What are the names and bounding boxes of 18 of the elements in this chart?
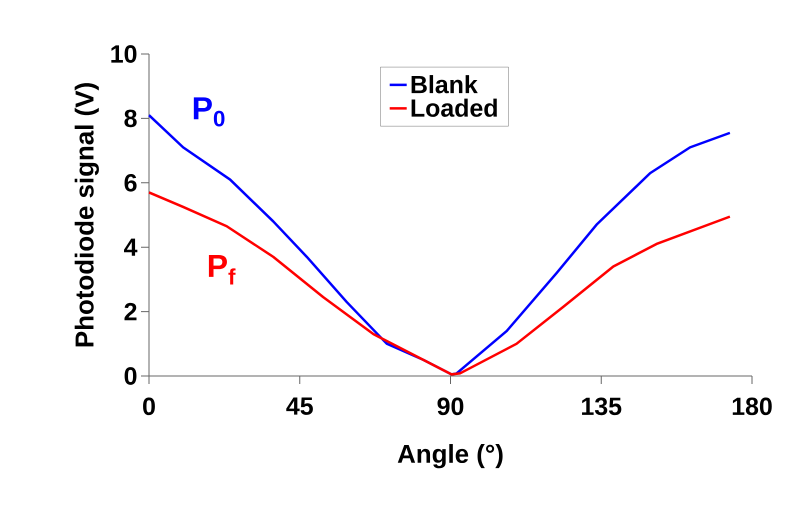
y-tick-label: 10 — [111, 45, 136, 63]
x-tick-label: 180 — [732, 398, 772, 416]
annotation: P$_{f}$ — [208, 254, 236, 285]
x-tick-label: 135 — [582, 398, 622, 416]
x-tick-label: 90 — [438, 398, 464, 416]
x-tick-label: 45 — [286, 398, 313, 415]
y-axis-title: Photodiode signal (V) — [74, 83, 99, 346]
y-tick-label: 0 — [124, 367, 136, 385]
annotation: P$_{0}$ — [194, 97, 224, 127]
line-series — [148, 191, 732, 376]
y-tick-label: 8 — [124, 110, 137, 128]
legend-label: Loaded — [412, 98, 497, 117]
y-tick-label: 2 — [124, 302, 136, 320]
legend-label: Blank — [412, 75, 478, 94]
x-tick-label: 0 — [143, 398, 155, 416]
x-axis-title: Angle (°) — [398, 444, 503, 468]
y-tick-label: 6 — [124, 174, 137, 192]
y-tick-label: 4 — [124, 238, 138, 256]
